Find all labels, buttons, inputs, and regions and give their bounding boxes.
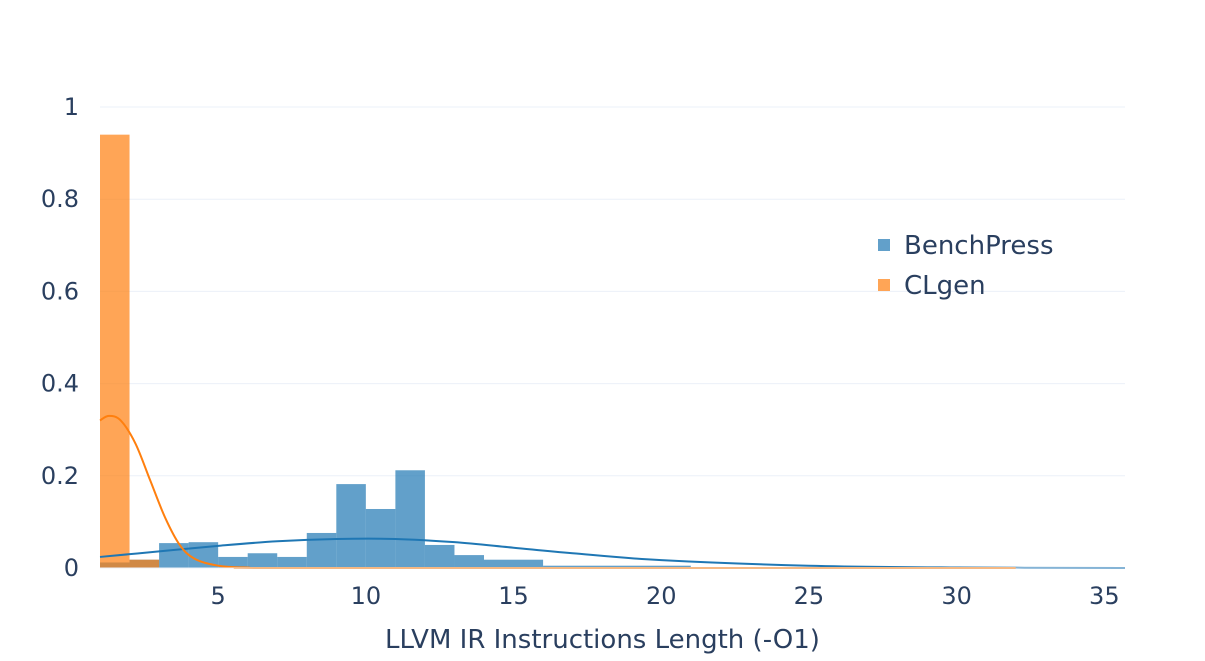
- y-tick-label: 0.2: [41, 462, 79, 490]
- kde-line-benchpress: [99, 537, 1126, 569]
- y-tick-label: 0.4: [41, 370, 79, 398]
- bar-benchpress-14: [543, 565, 691, 568]
- x-tick-label: 15: [498, 582, 529, 610]
- bar-benchpress-12: [454, 555, 485, 568]
- bar-clgen-0: [100, 134, 130, 568]
- histogram-bars: [100, 134, 691, 568]
- x-tick-label: 35: [1089, 582, 1120, 610]
- bar-benchpress-6: [277, 556, 307, 568]
- legend-item-benchpress[interactable]: BenchPress: [878, 231, 1054, 261]
- bar-benchpress-8: [336, 484, 366, 568]
- x-tick-label: 10: [351, 582, 382, 610]
- bar-benchpress-2: [159, 543, 189, 568]
- bar-benchpress-4: [218, 556, 248, 568]
- y-axis-ticks: 0 0.2 0.4 0.6 0.8 1: [41, 93, 79, 582]
- bar-benchpress-13: [484, 559, 544, 568]
- bar-benchpress-11: [424, 544, 455, 568]
- x-tick-label: 20: [646, 582, 677, 610]
- x-tick-label: 30: [941, 582, 972, 610]
- legend-label: BenchPress: [904, 231, 1054, 261]
- y-gridlines: [100, 106, 1125, 477]
- y-tick-label: 0.6: [41, 277, 79, 305]
- x-axis-title: LLVM IR Instructions Length (-O1): [385, 625, 820, 655]
- x-tick-label: 25: [794, 582, 825, 610]
- legend-label: CLgen: [904, 271, 986, 301]
- bar-clgen-1: [129, 559, 160, 568]
- bar-benchpress-10: [395, 470, 425, 568]
- y-tick-label: 0.8: [41, 185, 79, 213]
- bar-benchpress-5: [247, 553, 278, 568]
- density-curves: [99, 414, 1126, 570]
- y-tick-label: 1: [64, 93, 79, 121]
- x-tick-label: 5: [211, 582, 226, 610]
- x-axis-ticks: 5 10 15 20 25 30 35: [211, 582, 1120, 610]
- legend-swatch: [878, 239, 890, 251]
- legend-item-clgen[interactable]: CLgen: [878, 271, 986, 301]
- legend-swatch: [878, 279, 890, 291]
- y-tick-label: 0: [64, 554, 79, 582]
- legend[interactable]: BenchPress CLgen: [878, 231, 1054, 301]
